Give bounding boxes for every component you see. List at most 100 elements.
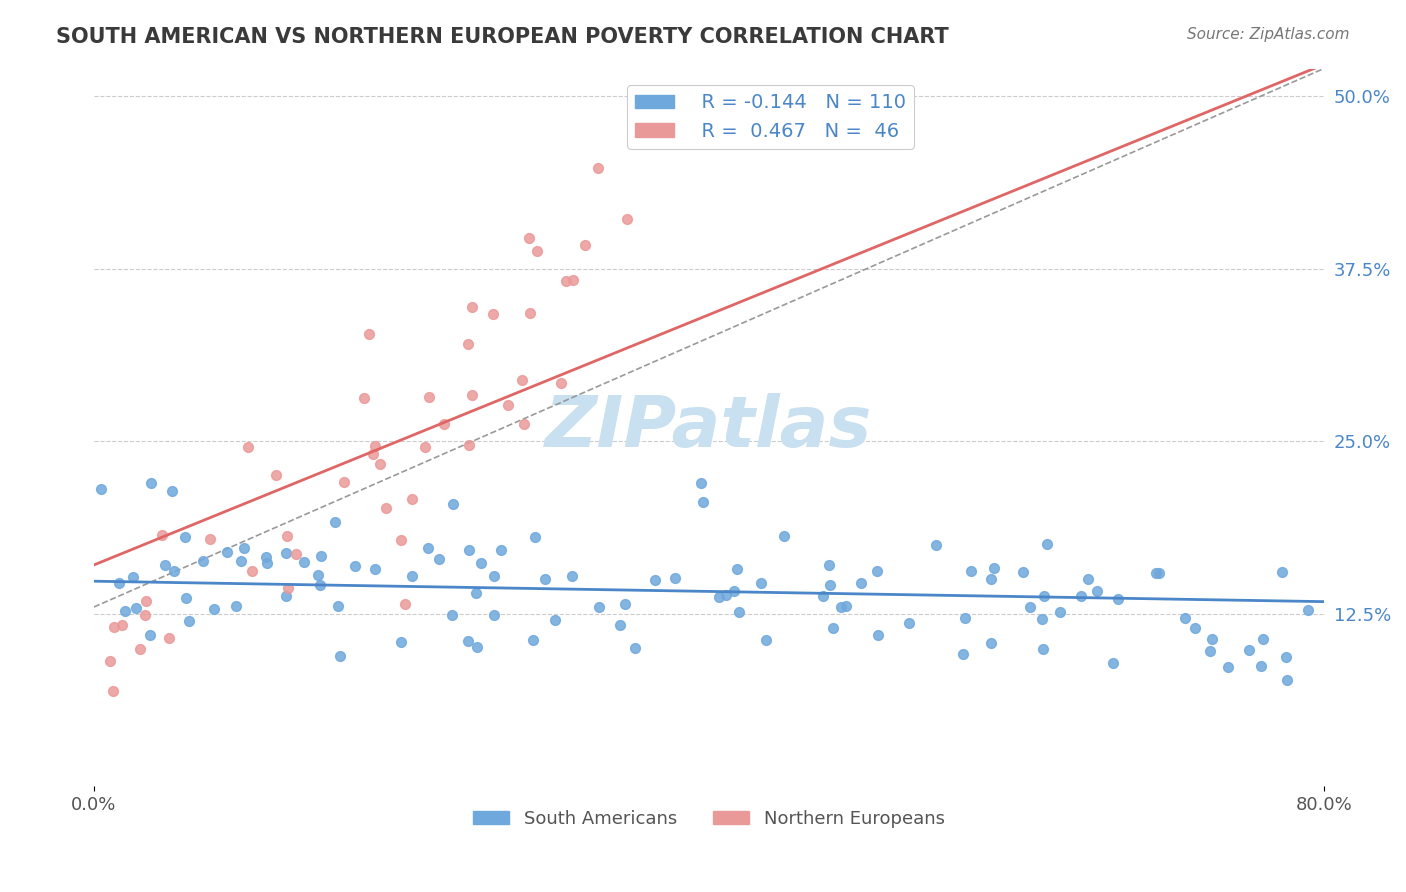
South Americans	[690, 475, 713, 490]
Text: ZIPatlas: ZIPatlas	[546, 393, 873, 462]
South Americans	[1271, 565, 1294, 579]
Northern Europeans	[616, 211, 638, 226]
Northern Europeans	[150, 528, 173, 542]
South Americans	[328, 649, 350, 664]
South Americans	[457, 634, 479, 648]
South Americans	[1149, 566, 1171, 581]
South Americans	[1201, 632, 1223, 647]
South Americans	[482, 569, 505, 583]
South Americans	[155, 558, 177, 572]
South Americans	[328, 599, 350, 614]
Northern Europeans	[198, 533, 221, 547]
South Americans	[1251, 632, 1274, 646]
South Americans	[465, 586, 488, 600]
South Americans	[177, 615, 200, 629]
South Americans	[953, 611, 976, 625]
Text: Source: ZipAtlas.com: Source: ZipAtlas.com	[1187, 27, 1350, 42]
South Americans	[609, 617, 631, 632]
South Americans	[121, 569, 143, 583]
Northern Europeans	[457, 337, 479, 351]
Northern Europeans	[519, 306, 541, 320]
South Americans	[709, 590, 731, 604]
South Americans	[233, 541, 256, 555]
South Americans	[1275, 650, 1298, 665]
South Americans	[138, 627, 160, 641]
South Americans	[1296, 603, 1319, 617]
South Americans	[311, 549, 333, 564]
Northern Europeans	[389, 533, 412, 547]
Northern Europeans	[433, 417, 456, 431]
Northern Europeans	[128, 641, 150, 656]
Northern Europeans	[418, 390, 440, 404]
Northern Europeans	[519, 231, 541, 245]
South Americans	[522, 632, 544, 647]
South Americans	[215, 544, 238, 558]
South Americans	[897, 615, 920, 630]
South Americans	[823, 621, 845, 635]
South Americans	[1049, 605, 1071, 619]
South Americans	[256, 556, 278, 570]
South Americans	[664, 570, 686, 584]
Northern Europeans	[236, 441, 259, 455]
South Americans	[868, 627, 890, 641]
South Americans	[1250, 659, 1272, 673]
South Americans	[723, 584, 745, 599]
South Americans	[1107, 592, 1129, 607]
South Americans	[980, 636, 1002, 650]
South Americans	[174, 591, 197, 605]
South Americans	[588, 599, 610, 614]
South Americans	[980, 572, 1002, 586]
South Americans	[924, 538, 946, 552]
South Americans	[401, 568, 423, 582]
South Americans	[1077, 572, 1099, 586]
South Americans	[482, 607, 505, 622]
South Americans	[90, 482, 112, 496]
South Americans	[1018, 600, 1040, 615]
Northern Europeans	[512, 417, 534, 431]
Northern Europeans	[361, 447, 384, 461]
South Americans	[274, 589, 297, 603]
South Americans	[416, 541, 439, 556]
South Americans	[364, 562, 387, 576]
South Americans	[561, 569, 583, 583]
South Americans	[254, 549, 277, 564]
South Americans	[1174, 611, 1197, 625]
Northern Europeans	[574, 237, 596, 252]
South Americans	[1012, 565, 1035, 579]
South Americans	[1199, 644, 1222, 658]
South Americans	[389, 635, 412, 649]
South Americans	[644, 573, 666, 587]
South Americans	[441, 497, 464, 511]
South Americans	[1216, 660, 1239, 674]
South Americans	[108, 576, 131, 591]
South Americans	[811, 589, 834, 603]
South Americans	[614, 597, 637, 611]
South Americans	[292, 556, 315, 570]
South Americans	[125, 601, 148, 615]
Northern Europeans	[277, 582, 299, 596]
South Americans	[728, 605, 751, 619]
South Americans	[830, 600, 852, 615]
South Americans	[692, 495, 714, 509]
South Americans	[202, 601, 225, 615]
South Americans	[1144, 566, 1167, 581]
Northern Europeans	[510, 373, 533, 387]
Northern Europeans	[135, 593, 157, 607]
Text: SOUTH AMERICAN VS NORTHERN EUROPEAN POVERTY CORRELATION CHART: SOUTH AMERICAN VS NORTHERN EUROPEAN POVE…	[56, 27, 949, 46]
South Americans	[523, 530, 546, 544]
Northern Europeans	[561, 273, 583, 287]
Legend: South Americans, Northern Europeans: South Americans, Northern Europeans	[465, 803, 952, 835]
South Americans	[163, 564, 186, 578]
South Americans	[274, 546, 297, 560]
Northern Europeans	[460, 300, 482, 314]
South Americans	[952, 647, 974, 661]
South Americans	[960, 564, 983, 578]
Northern Europeans	[498, 398, 520, 412]
Northern Europeans	[413, 440, 436, 454]
Northern Europeans	[458, 438, 481, 452]
Northern Europeans	[264, 467, 287, 482]
Northern Europeans	[103, 684, 125, 698]
South Americans	[344, 559, 367, 574]
South Americans	[489, 542, 512, 557]
South Americans	[835, 599, 858, 613]
